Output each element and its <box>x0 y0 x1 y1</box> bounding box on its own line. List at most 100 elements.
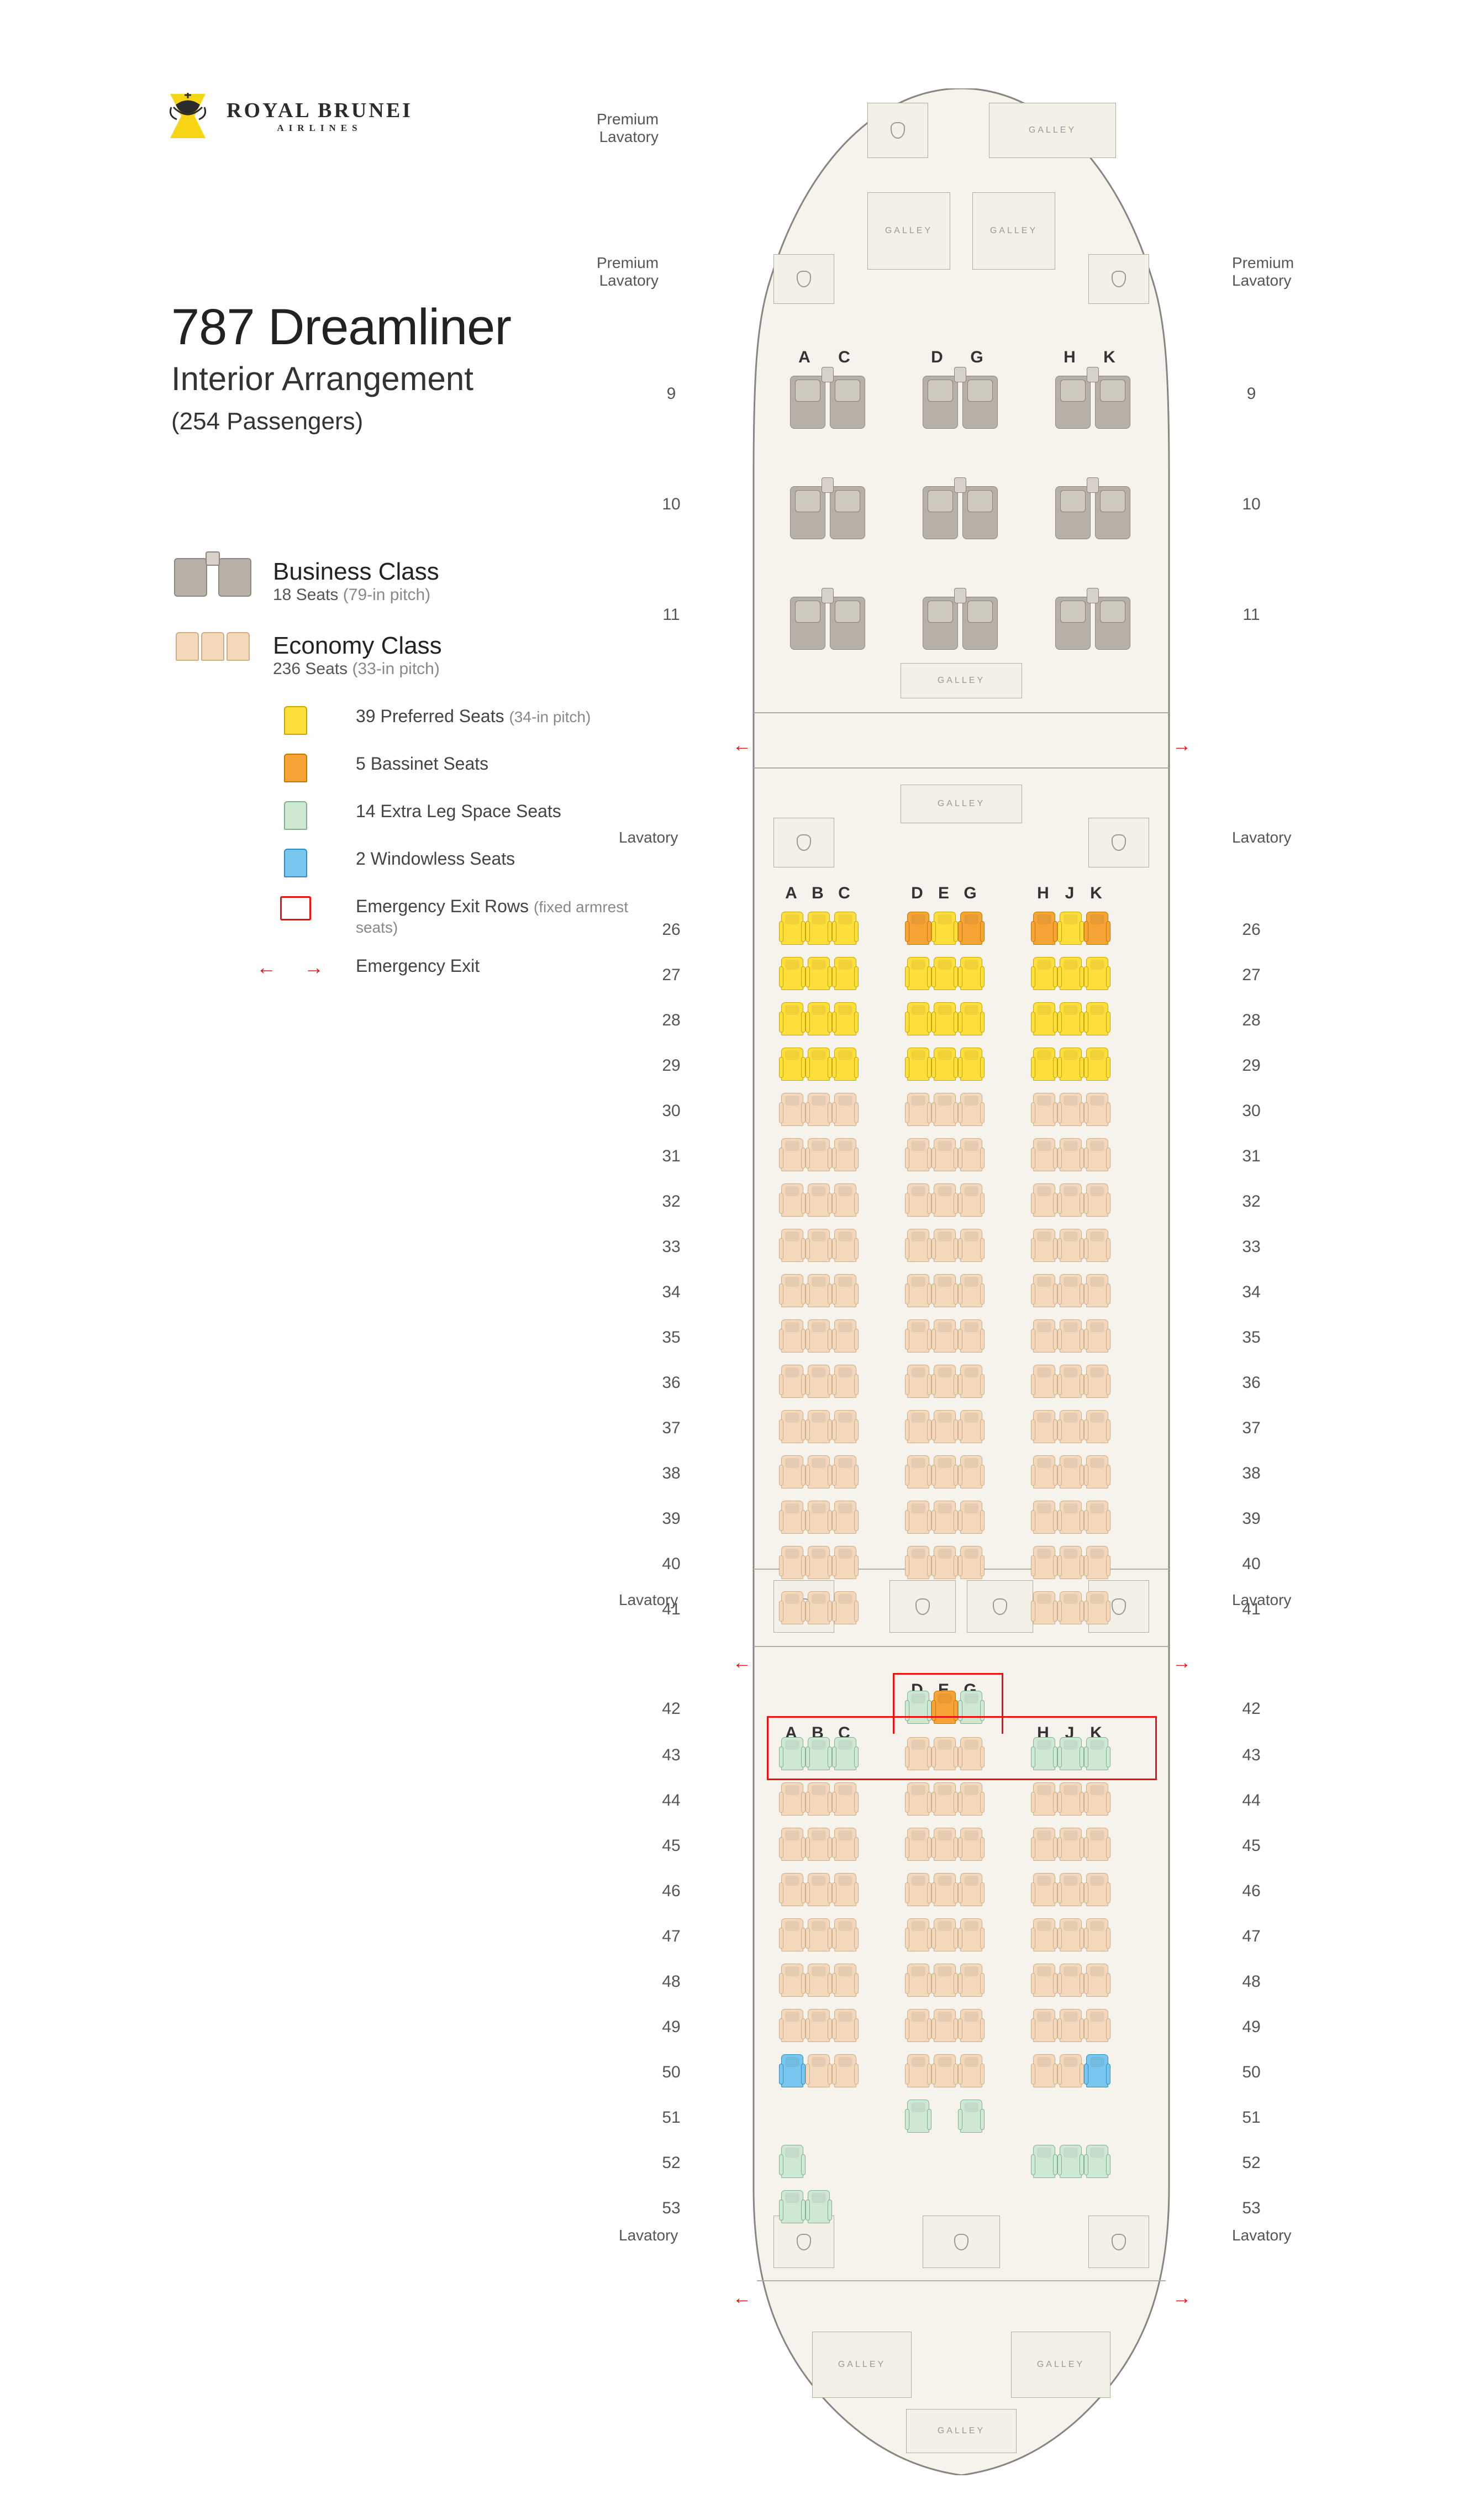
row-number: 39 <box>652 1509 691 1528</box>
seat-overlay: Premium LavatoryPremium LavatoryPremium … <box>702 88 1221 2475</box>
column-header: J <box>1059 884 1081 903</box>
seat-31H <box>1033 1138 1055 1171</box>
seat-38J <box>1060 1455 1082 1488</box>
column-header: C <box>833 348 855 367</box>
row-number: 37 <box>652 1419 691 1438</box>
lavatory-box <box>923 2216 1000 2268</box>
seat-30K <box>1086 1093 1108 1126</box>
row-number: 31 <box>1232 1147 1271 1166</box>
legend-item-preferred: 39 Preferred Seats (34-in pitch) <box>254 706 668 735</box>
seat-29J <box>1060 1048 1082 1081</box>
seat-49K <box>1086 2009 1108 2042</box>
row-number: 43 <box>652 1746 691 1765</box>
row-number: 9 <box>1232 385 1271 403</box>
exit-arrow-right: → <box>1172 2287 1191 2309</box>
seat-30D <box>907 1093 929 1126</box>
galley-box: GALLEY <box>901 785 1022 823</box>
seat-40B <box>808 1546 830 1579</box>
seat-biz-11A <box>790 597 825 650</box>
seat-biz-11D <box>923 597 958 650</box>
row-number: 39 <box>1232 1509 1271 1528</box>
row-number: 9 <box>652 385 691 403</box>
seat-50B <box>808 2054 830 2087</box>
column-header: K <box>1085 884 1107 903</box>
seat-37E <box>934 1410 956 1443</box>
row-number: 29 <box>1232 1056 1271 1075</box>
seat-27E <box>934 957 956 990</box>
seat-38E <box>934 1455 956 1488</box>
legend-economy: Economy Class 236 Seats (33-in pitch) <box>171 632 668 678</box>
seat-37G <box>960 1410 982 1443</box>
seat-44K <box>1086 1782 1108 1816</box>
legend-business-count: 18 Seats <box>273 586 338 604</box>
emergency-row-outline <box>767 1716 1157 1780</box>
seat-39G <box>960 1501 982 1534</box>
row-number: 26 <box>652 920 691 939</box>
seat-40J <box>1060 1546 1082 1579</box>
legend-swatch-economy <box>171 632 254 661</box>
seat-26E <box>934 912 956 945</box>
seat-45E <box>934 1828 956 1861</box>
seat-48H <box>1033 1964 1055 1997</box>
legend-text-economy: Economy Class 236 Seats (33-in pitch) <box>273 632 442 678</box>
galley-box: GALLEY <box>1011 2332 1110 2398</box>
legend-swatch-legroom <box>254 801 337 830</box>
seat-41H <box>1033 1591 1055 1624</box>
seat-33E <box>934 1229 956 1262</box>
legend-swatch-emergency_row <box>254 896 337 920</box>
row-number: 35 <box>1232 1328 1271 1347</box>
legend-label-emergency_row: Emergency Exit Rows (fixed armrest seats… <box>356 896 668 937</box>
seat-33A <box>781 1229 803 1262</box>
row-number: 52 <box>652 2154 691 2172</box>
seat-46G <box>960 1873 982 1906</box>
seat-31E <box>934 1138 956 1171</box>
row-number: 52 <box>1232 2154 1271 2172</box>
row-number: 26 <box>1232 920 1271 939</box>
seat-biz-10G <box>962 486 998 539</box>
seat-36H <box>1033 1365 1055 1398</box>
seat-48E <box>934 1964 956 1997</box>
seat-biz-10C <box>830 486 865 539</box>
row-number: 36 <box>652 1374 691 1392</box>
column-header: G <box>966 348 988 367</box>
seat-35B <box>808 1319 830 1353</box>
exit-arrow-left: ← <box>733 735 751 756</box>
seat-29K <box>1086 1048 1108 1081</box>
page-subtitle: Interior Arrangement <box>171 360 511 398</box>
seat-31K <box>1086 1138 1108 1171</box>
seat-46K <box>1086 1873 1108 1906</box>
seat-46J <box>1060 1873 1082 1906</box>
exit-arrow-left: ← <box>733 1652 751 1674</box>
seat-29G <box>960 1048 982 1081</box>
row-number: 46 <box>652 1882 691 1901</box>
seat-48K <box>1086 1964 1108 1997</box>
legend-item-emergency_exit: ← → Emergency Exit <box>254 956 668 979</box>
seat-46H <box>1033 1873 1055 1906</box>
seat-44A <box>781 1782 803 1816</box>
seat-biz-9C <box>830 376 865 429</box>
row-number: 40 <box>1232 1555 1271 1574</box>
seat-34H <box>1033 1274 1055 1307</box>
seat-38H <box>1033 1455 1055 1488</box>
seat-biz-10D <box>923 486 958 539</box>
galley-box: GALLEY <box>901 663 1022 698</box>
legend-item-bassinet: 5 Bassinet Seats <box>254 754 668 782</box>
column-header: K <box>1098 348 1120 367</box>
seat-47K <box>1086 1918 1108 1951</box>
seat-45D <box>907 1828 929 1861</box>
seat-44E <box>934 1782 956 1816</box>
row-number: 33 <box>1232 1238 1271 1256</box>
row-number: 49 <box>1232 2018 1271 2037</box>
seat-35H <box>1033 1319 1055 1353</box>
seat-41B <box>808 1591 830 1624</box>
row-number: 30 <box>1232 1102 1271 1120</box>
seat-41K <box>1086 1591 1108 1624</box>
brand-tagline: AIRLINES <box>227 123 413 134</box>
seat-biz-10H <box>1055 486 1091 539</box>
seat-37K <box>1086 1410 1108 1443</box>
seat-47B <box>808 1918 830 1951</box>
seat-28K <box>1086 1002 1108 1035</box>
seat-50D <box>907 2054 929 2087</box>
legend: Business Class 18 Seats (79-in pitch) Ec… <box>171 558 668 998</box>
row-number: 28 <box>652 1011 691 1030</box>
